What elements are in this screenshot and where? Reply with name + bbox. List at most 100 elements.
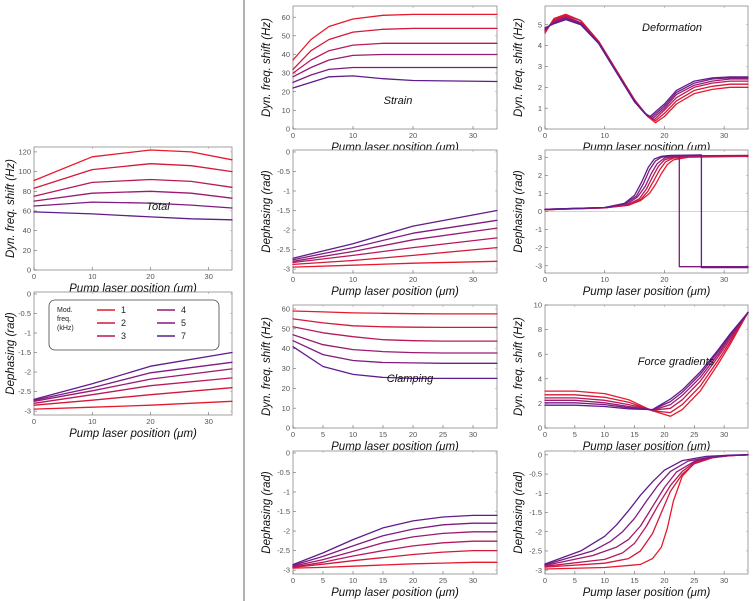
plot-frame [292,149,498,274]
legend-title: (kHz) [57,325,74,332]
y-tick-label: 40 [282,50,290,59]
series-line-5 [292,66,498,84]
x-tick-label: 25 [439,576,447,585]
y-tick-label: 0 [27,290,31,299]
x-tick-label: 0 [543,131,547,140]
series-line-1 [33,400,233,410]
series-line-2 [292,318,498,329]
x-tick-label: 20 [660,131,668,140]
x-tick-label: 0 [32,272,36,281]
series-line-7 [292,346,498,380]
force-phase-chart: 0 5 10 15 20 25 30 -3 -2.5 -2 -1.5 -1 -0.5 0 Pump lase… [513,450,749,599]
y-tick-label: -2 [535,243,542,252]
series-line-5 [33,201,233,209]
series-line-7 [544,154,749,269]
panel-annotation: Total [146,201,170,213]
x-tick-label: 10 [349,430,357,439]
clamping-phase-chart: 0 5 10 15 20 25 30 -3 -2.5 -2 -1.5 -1 -0.5 0 Pump lase… [261,449,498,599]
y-tick-label: -1.5 [529,508,542,517]
series-line-2 [292,246,498,266]
legend-entry-label: 1 [121,305,126,315]
x-tick-label: 5 [573,430,577,439]
panel-annotation: Deformation [642,22,702,34]
x-tick-label: 25 [690,430,698,439]
series-line-3 [544,15,749,121]
series-line-4 [292,531,498,567]
y-tick-label: -1 [535,225,542,234]
x-axis-label: Pump laser position (μm) [331,587,459,599]
series-line-2 [292,549,498,569]
legend-title: Mod. [57,307,73,314]
y-axis-label: Dephasing (rad) [261,471,273,554]
y-tick-label: -2.5 [529,547,542,556]
y-tick-label: 2 [538,83,542,92]
y-tick-label: 40 [282,344,290,353]
y-tick-label: 3 [538,153,542,162]
y-tick-label: 0 [286,449,290,458]
x-tick-label: 5 [321,430,325,439]
x-tick-label: 20 [146,272,154,281]
x-axis-label: Pump laser position (μm) [331,286,459,298]
y-tick-label: -3 [283,566,290,575]
y-tick-label: -2 [283,527,290,536]
y-tick-label: -2 [24,368,31,377]
x-tick-label: 20 [660,576,668,585]
y-tick-label: 20 [282,87,290,96]
y-tick-label: 0 [538,450,542,459]
x-tick-label: 0 [291,275,295,284]
y-tick-label: -1.5 [277,206,290,215]
series-line-7 [33,211,233,221]
series-line-4 [544,311,749,411]
x-tick-label: 20 [660,275,668,284]
y-tick-label: 4 [538,41,542,50]
y-tick-label: 0 [286,125,290,134]
y-axis-label: Dephasing (rad) [513,471,525,554]
x-tick-label: 0 [291,131,295,140]
x-axis-label: Pump laser position (μm) [583,587,711,599]
series-line-5 [292,219,498,261]
legend-entry-label: 2 [121,318,126,328]
x-tick-label: 30 [720,576,728,585]
series-line-3 [544,311,749,411]
legend-entry-label: 7 [181,331,186,341]
y-tick-label: -1.5 [18,348,31,357]
y-tick-label: 50 [282,324,290,333]
legend-entry-label: 4 [181,305,186,315]
x-tick-label: 30 [720,131,728,140]
series-line-4 [292,53,498,78]
strain-phase-chart: 0 10 20 30 -3 -2.5 -2 -1.5 -1 -0.5 0 Pump laser pos… [261,148,498,298]
x-tick-label: 0 [543,576,547,585]
y-tick-label: 80 [23,187,31,196]
y-tick-label: 0 [286,148,290,157]
series-line-3 [292,326,498,342]
legend: Mod. freq. (kHz) 1 2 3 4 5 7 [48,299,220,351]
series-line-4 [33,190,233,202]
force-shift-chart: 0 5 10 15 20 25 30 0 2 4 6 8 10 Pump laser position (… [513,301,749,453]
x-tick-label: 0 [543,430,547,439]
y-tick-label: 60 [23,207,31,216]
series-line-1 [33,149,233,182]
deformation-phase-chart: 0 10 20 30 -3 -2 -1 0 1 2 3 Pump laser position (μm… [513,149,749,298]
y-tick-label: 8 [538,325,542,334]
y-tick-label: 6 [538,350,542,359]
x-tick-label: 15 [379,430,387,439]
x-axis-label: Pump laser position (μm) [583,286,711,298]
x-tick-label: 0 [32,417,36,426]
y-tick-label: 30 [282,364,290,373]
y-tick-label: 0 [538,424,542,433]
plot-frame [544,450,749,575]
series-line-7 [292,514,498,566]
y-tick-label: 10 [534,301,542,310]
y-tick-label: 0 [538,207,542,216]
y-tick-label: -2 [535,527,542,536]
y-tick-label: 20 [23,246,31,255]
series-line-7 [292,75,498,89]
y-tick-label: 30 [282,69,290,78]
x-tick-label: 15 [630,430,638,439]
y-tick-label: 2 [538,399,542,408]
panel-annotation: Force gradients [638,356,715,368]
series-line-2 [544,311,749,414]
x-tick-label: 10 [349,131,357,140]
